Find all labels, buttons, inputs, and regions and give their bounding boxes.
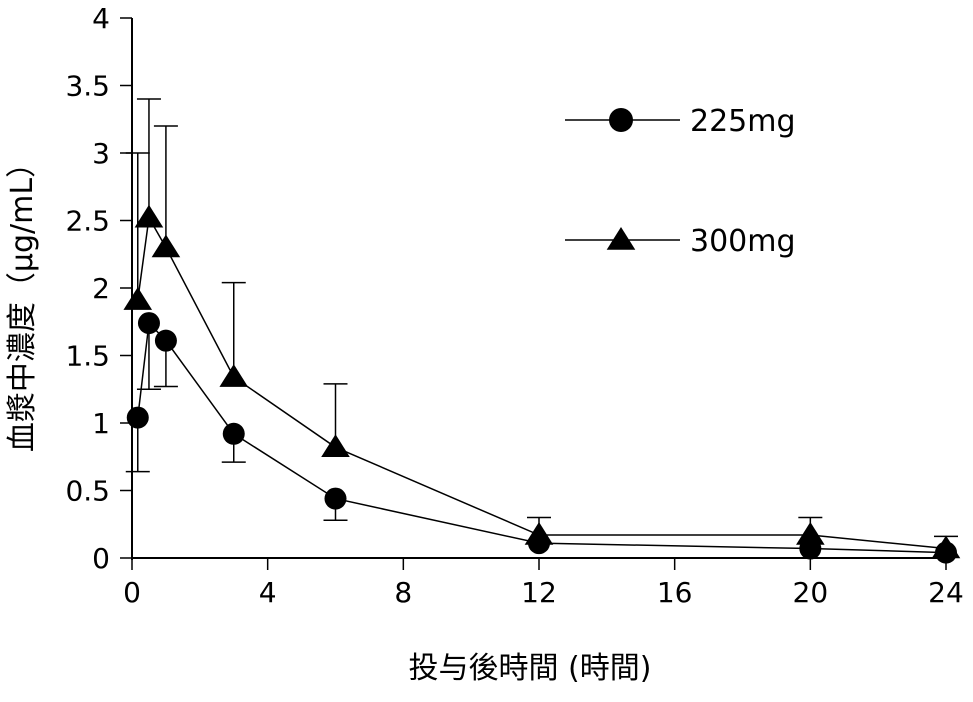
point-300mg <box>219 364 249 387</box>
y-axis-label: 血漿中濃度（μg/mL） <box>5 148 40 452</box>
point-300mg <box>796 522 825 545</box>
legend: 225mg 300mg <box>565 104 796 259</box>
y-tick-label: 0.5 <box>65 475 110 508</box>
legend-marker-225mg <box>609 108 633 132</box>
point-300mg <box>524 522 554 545</box>
legend-label-300mg: 300mg <box>690 224 796 259</box>
y-tick-label: 1 <box>92 407 110 440</box>
point-300mg <box>931 535 961 559</box>
x-tick-label: 24 <box>928 576 964 609</box>
y-tick-label: 0 <box>92 542 110 575</box>
point-225mg <box>154 329 177 352</box>
series-markers <box>123 204 961 564</box>
x-tick-label: 4 <box>259 576 277 609</box>
series-lines <box>137 215 947 554</box>
point-225mg <box>137 312 160 335</box>
y-tick-label: 2.5 <box>65 205 110 238</box>
point-225mg <box>126 406 149 429</box>
x-axis-label: 投与後時間 (時間) <box>409 651 652 686</box>
point-300mg <box>134 204 164 228</box>
y-tick-label: 4 <box>92 2 110 35</box>
y-tick-label: 2 <box>92 272 110 305</box>
point-225mg <box>222 422 245 445</box>
point-300mg <box>321 434 350 458</box>
x-tick-label: 12 <box>521 576 557 609</box>
axes: 0 0.5 1 1.5 2 2.5 3 3.5 4 0 4 8 12 16 20 24 <box>65 2 963 609</box>
y-tick-label: 1.5 <box>65 340 110 373</box>
line-300mg <box>137 215 947 550</box>
point-225mg <box>324 487 347 510</box>
point-300mg <box>151 234 181 258</box>
x-tick-label: 20 <box>793 576 829 609</box>
error-bars <box>125 98 958 549</box>
x-tick-label: 16 <box>657 576 693 609</box>
point-300mg <box>123 287 153 310</box>
y-tick-label: 3.5 <box>65 70 110 103</box>
y-tick-label: 3 <box>92 137 110 170</box>
legend-label-225mg: 225mg <box>690 104 796 139</box>
x-tick-label: 8 <box>394 576 412 609</box>
legend-marker-300mg <box>606 227 636 250</box>
x-tick-label: 0 <box>123 576 141 609</box>
